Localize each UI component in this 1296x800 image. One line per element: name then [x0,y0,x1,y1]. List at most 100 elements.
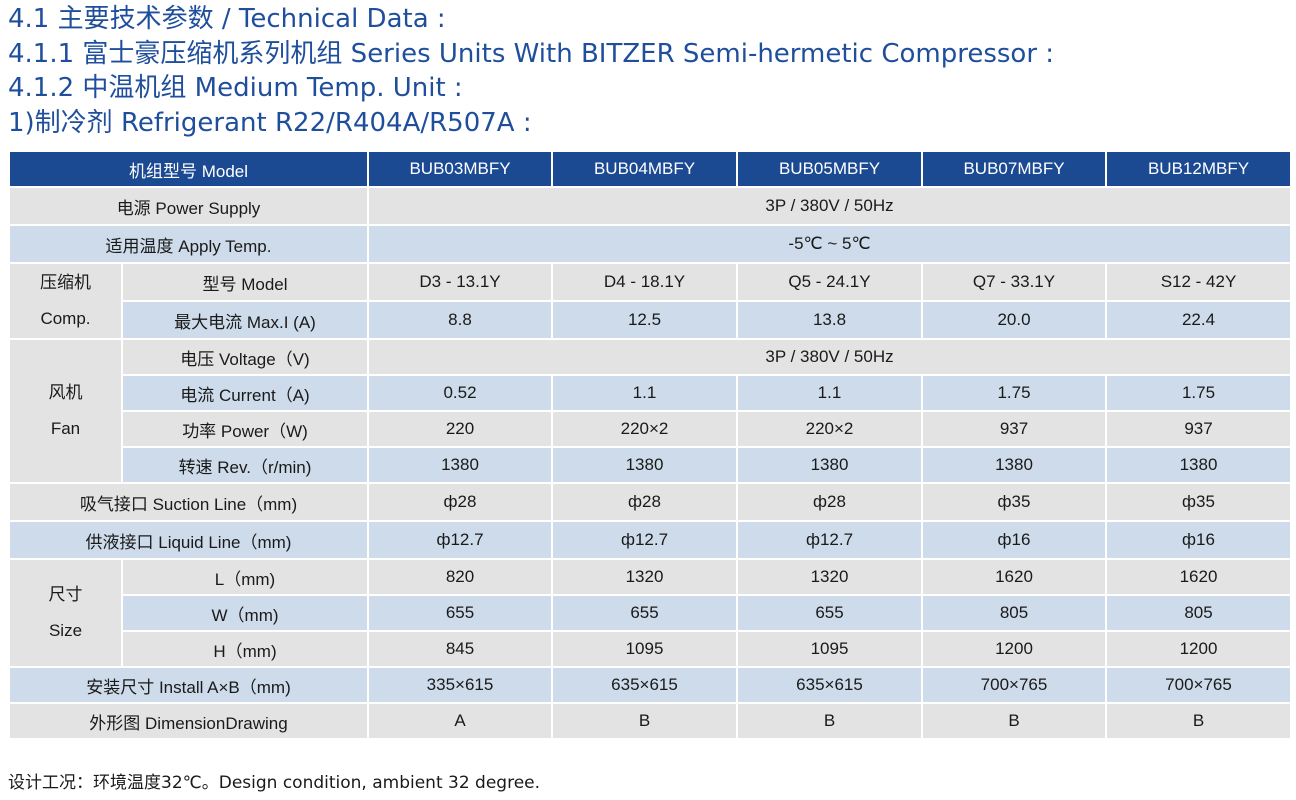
table-cell: 1.75 [921,374,1107,412]
table-cell: 937 [921,410,1107,448]
table-cell: 1320 [551,558,738,596]
table-cell: ф12.7 [367,520,553,560]
row-label: 功率 Power（W) [121,410,369,448]
group-label-en: Fan [50,419,81,438]
table-cell: B [921,702,1107,740]
model-name-cell: BUB03MBFY [367,150,553,188]
table-header-row: 机组型号 Model BUB03MBFY BUB04MBFY BUB05MBFY… [8,150,1292,188]
group-label-cn: 尺寸 [48,585,83,604]
row-label: 最大电流 Max.I (A) [121,300,369,340]
table-cell: 845 [367,630,553,668]
row-label: 吸气接口 Suction Line（mm) [8,482,369,522]
row-label: 转速 Rev.（r/min) [121,446,369,484]
table-cell: Q5 - 24.1Y [736,262,923,302]
group-label-cn: 压缩机 [40,273,91,292]
row-label: 电压 Voltage（V) [121,338,369,376]
table-cell: 1.1 [736,374,923,412]
liquid-line-row: 供液接口 Liquid Line（mm) ф12.7 ф12.7 ф12.7 ф… [8,520,1292,560]
headings-block: 4.1 主要技术参数 / Technical Data : 4.1.1 富士豪压… [8,2,1054,140]
table-cell: 1095 [736,630,923,668]
suction-line-row: 吸气接口 Suction Line（mm) ф28 ф28 ф28 ф35 ф3… [8,482,1292,522]
table-cell: 220 [367,410,553,448]
table-cell: 1.1 [551,374,738,412]
model-name-cell: BUB12MBFY [1105,150,1292,188]
table-cell: 1380 [367,446,553,484]
model-name-cell: BUB04MBFY [551,150,738,188]
table-cell: B [551,702,738,740]
table-cell: 20.0 [921,300,1107,340]
size-group-cell: 尺寸 Size [8,558,123,668]
table-cell: 1095 [551,630,738,668]
row-label: 电源 Power Supply [8,186,369,226]
table-cell: 1.75 [1105,374,1292,412]
power-supply-value: 3P / 380V / 50Hz [367,186,1292,226]
table-cell: ф28 [736,482,923,522]
table-cell: 635×615 [551,666,738,704]
row-label: 供液接口 Liquid Line（mm) [8,520,369,560]
table-cell: 805 [921,594,1107,632]
table-cell: D4 - 18.1Y [551,262,738,302]
table-cell: D3 - 13.1Y [367,262,553,302]
table-cell: 655 [736,594,923,632]
model-name-cell: BUB07MBFY [921,150,1107,188]
table-cell: 655 [551,594,738,632]
fan-rev-row: 转速 Rev.（r/min) 1380 1380 1380 1380 1380 [9,446,1292,484]
table-cell: 220×2 [551,410,738,448]
apply-temp-row: 适用温度 Apply Temp. -5℃ ~ 5℃ [8,224,1292,264]
install-row: 安装尺寸 Install A×B（mm) 335×615 635×615 635… [8,666,1292,704]
table-cell: S12 - 42Y [1105,262,1292,302]
fan-current-row: 电流 Current（A) 0.52 1.1 1.1 1.75 1.75 [9,374,1292,412]
group-label-cn: 风机 [48,383,83,402]
row-label: 安装尺寸 Install A×B（mm) [8,666,369,704]
row-label: 电流 Current（A) [121,374,369,412]
fan-voltage-row: 风机 Fan 电压 Voltage（V) 3P / 380V / 50Hz [8,338,1292,484]
compressor-current-row: 最大电流 Max.I (A) 8.8 12.5 13.8 20.0 22.4 [9,300,1292,340]
table-cell: 335×615 [367,666,553,704]
subsection-heading: 4.1.1 富士豪压缩机系列机组 Series Units With BITZE… [8,38,1055,69]
size-w-row: W（mm) 655 655 655 805 805 [9,594,1292,632]
row-label: L（mm) [121,558,369,596]
table-cell: ф16 [1105,520,1292,560]
table-cell: 22.4 [1105,300,1292,340]
table-cell: 655 [367,594,553,632]
table-cell: A [367,702,553,740]
table-cell: ф12.7 [551,520,738,560]
table-cell: 220×2 [736,410,923,448]
fan-power-row: 功率 Power（W) 220 220×2 220×2 937 937 [9,410,1292,448]
row-label: H（mm) [121,630,369,668]
table-cell: 1380 [1105,446,1292,484]
table-cell: 1320 [736,558,923,596]
technical-data-table: 机组型号 Model BUB03MBFY BUB04MBFY BUB05MBFY… [8,150,1292,740]
table-cell: 12.5 [551,300,738,340]
fan-voltage-value: 3P / 380V / 50Hz [367,338,1292,376]
table-cell: ф35 [921,482,1107,522]
table-cell: 1380 [551,446,738,484]
power-supply-row: 电源 Power Supply 3P / 380V / 50Hz [8,186,1292,226]
drawing-row: 外形图 DimensionDrawing A B B B B [8,702,1292,740]
table-cell: 1200 [921,630,1107,668]
table-cell: B [736,702,923,740]
row-label: 适用温度 Apply Temp. [8,224,369,264]
section-heading: 4.1 主要技术参数 / Technical Data : [8,4,446,34]
table-cell: Q7 - 33.1Y [921,262,1107,302]
table-cell: 13.8 [736,300,923,340]
model-name-cell: BUB05MBFY [736,150,923,188]
table-cell: ф28 [551,482,738,522]
group-label-en: Comp. [40,309,91,328]
table-cell: 805 [1105,594,1292,632]
table-cell: ф35 [1105,482,1292,522]
table-cell: 937 [1105,410,1292,448]
table-cell: 1380 [736,446,923,484]
table-cell: 700×765 [1105,666,1292,704]
table-cell: 8.8 [367,300,553,340]
table-cell: 1200 [1105,630,1292,668]
compressor-group-cell: 压缩机 Comp. [8,262,123,340]
row-label: 型号 Model [121,262,369,302]
table-cell: 820 [367,558,553,596]
fan-group-cell: 风机 Fan [8,338,123,484]
table-cell: 635×615 [736,666,923,704]
table-cell: 0.52 [367,374,553,412]
group-label-en: Size [48,621,83,640]
size-l-row: 尺寸 Size L（mm) 820 1320 1320 1620 1620 [8,558,1292,668]
row-label: 外形图 DimensionDrawing [8,702,369,740]
